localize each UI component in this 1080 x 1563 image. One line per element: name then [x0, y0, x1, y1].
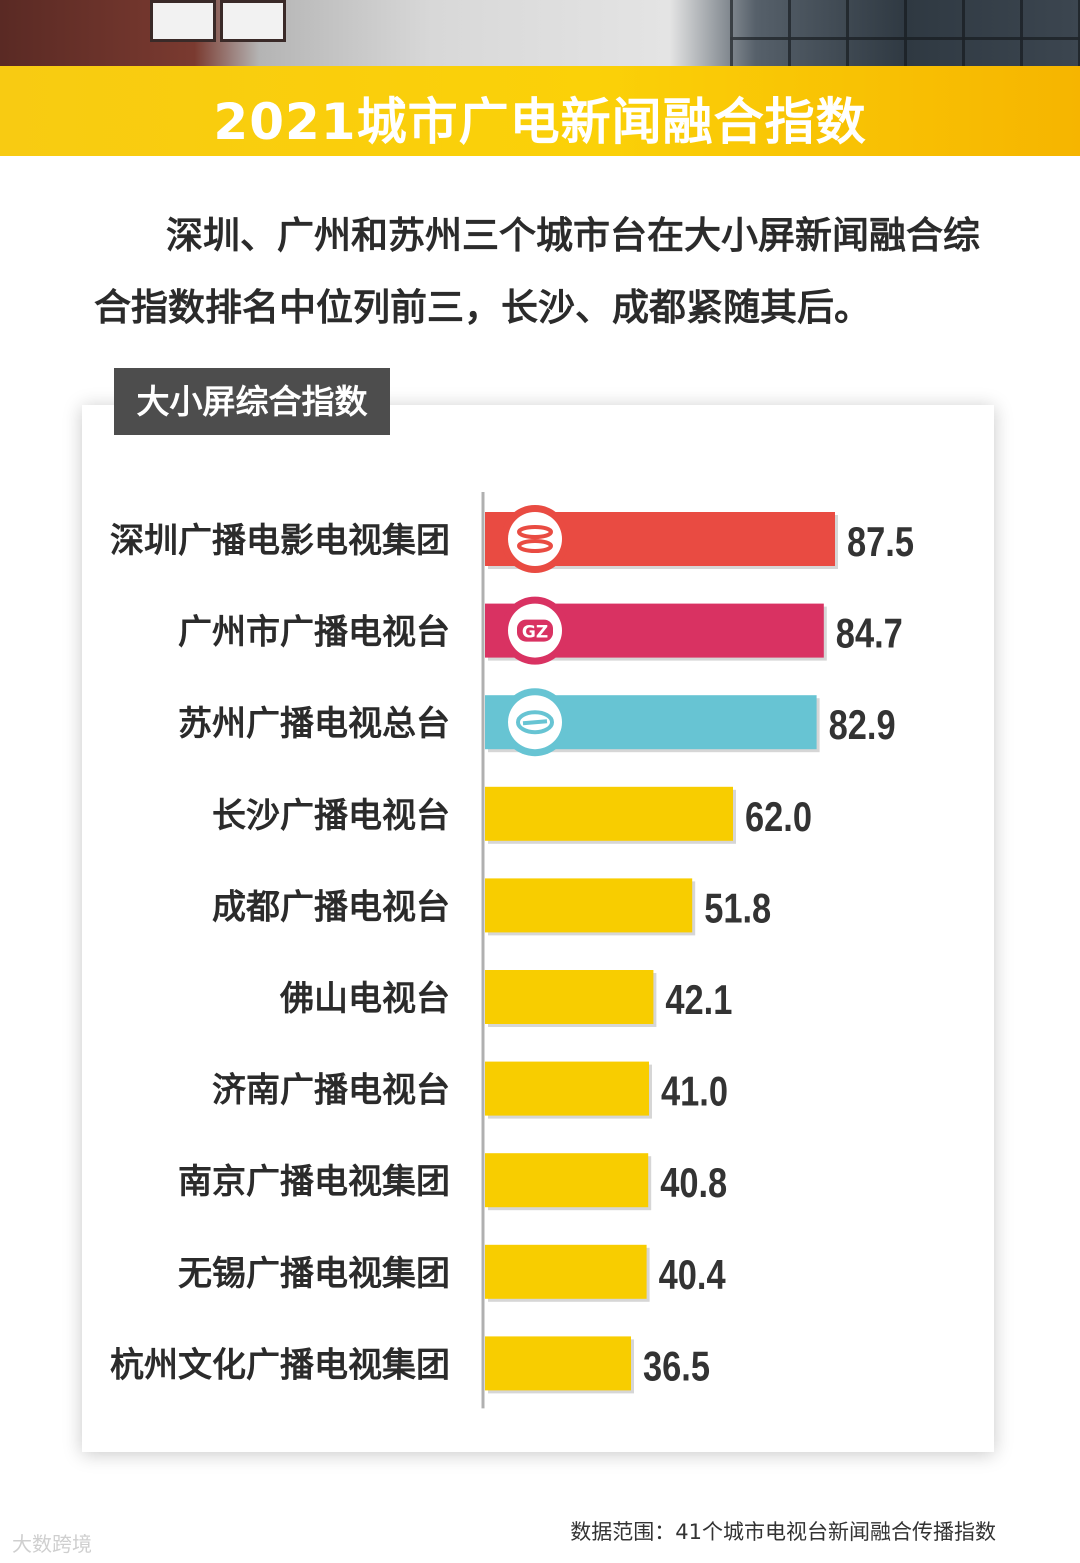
value-label: 51.8 [704, 885, 771, 932]
intro-paragraph: 深圳、广州和苏州三个城市台在大小屏新闻融合综合指数排名中位列前三，长沙、成都紧随… [94, 214, 980, 329]
category-label: 杭州文化广播电视集团 [110, 1345, 450, 1385]
value-label: 40.8 [660, 1160, 727, 1207]
page-title: 2021城市广电新闻融合指数 [213, 93, 867, 151]
value-label: 87.5 [847, 519, 914, 566]
bar [485, 1244, 647, 1299]
watermark-text: 大数跨境 [12, 1532, 92, 1556]
bar [485, 878, 693, 933]
category-label: 济南广播电视台 [212, 1071, 450, 1111]
bar [485, 1153, 649, 1208]
category-label: 南京广播电视集团 [178, 1162, 450, 1202]
value-label: 82.9 [829, 702, 896, 749]
category-label: 苏州广播电视总台 [178, 704, 450, 744]
building-window [150, 0, 216, 42]
bar [485, 970, 654, 1024]
shenzhen-logo-stroke [517, 525, 553, 539]
category-label: 长沙广播电视台 [212, 796, 450, 836]
value-label: 62.0 [745, 794, 812, 841]
building-window [220, 0, 286, 42]
bar [485, 786, 733, 841]
value-label: 40.4 [659, 1252, 727, 1299]
glass-facade [730, 0, 1080, 66]
value-label: 41.0 [661, 1068, 728, 1115]
header-photo [0, 0, 1080, 66]
category-label: 无锡广播电视集团 [178, 1254, 450, 1294]
category-label: 深圳广播电影电视集团 [110, 521, 450, 561]
value-label: 36.5 [643, 1343, 710, 1390]
bar [485, 1061, 649, 1116]
value-label: 42.1 [665, 977, 732, 1024]
category-label: 成都广播电视台 [212, 887, 450, 927]
title-banner: 2021城市广电新闻融合指数 [0, 66, 1080, 156]
watermark: 大数跨境 [12, 1528, 92, 1557]
gz-logo-text: GZ [522, 623, 548, 643]
bar [485, 1336, 631, 1391]
chart-title: 大小屏综合指数 [114, 368, 390, 435]
suzhou-logo-stroke [516, 710, 554, 735]
shenzhen-logo-stroke [517, 539, 553, 553]
category-label: 佛山电视台 [279, 979, 450, 1019]
suzhou-logo-stroke [522, 719, 548, 726]
gz-logo-pill [517, 619, 553, 642]
value-label: 84.7 [836, 610, 903, 657]
category-label: 广州市广播电视台 [178, 613, 450, 653]
data-source-note: 数据范围：41个城市电视台新闻融合传播指数 [570, 1520, 996, 1544]
